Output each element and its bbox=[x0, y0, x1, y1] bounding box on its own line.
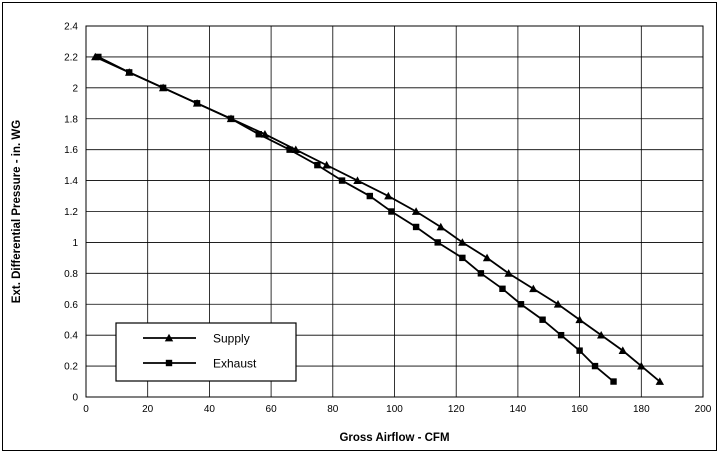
exhaust-point bbox=[412, 223, 420, 231]
y-tick-label: 2 bbox=[72, 83, 78, 94]
y-tick-label: 1 bbox=[72, 238, 78, 249]
y-tick-label: 1.6 bbox=[64, 145, 78, 156]
supply-point bbox=[575, 315, 584, 324]
y-axis-ticks: 0 0.2 0.4 0.6 0.8 1 1.2 1.4 1.6 1.8 2 2.2 2.4 bbox=[64, 22, 78, 404]
exhaust-point bbox=[610, 378, 617, 385]
x-tick-label: 120 bbox=[448, 404, 465, 415]
x-tick-label: 100 bbox=[386, 404, 403, 415]
plot-area bbox=[85, 25, 704, 398]
x-tick-label: 180 bbox=[633, 404, 650, 415]
legend-label-exhaust: Exhaust bbox=[213, 357, 257, 371]
supply-point bbox=[322, 160, 331, 169]
y-tick-label: 1.4 bbox=[64, 176, 78, 187]
supply-point bbox=[637, 361, 646, 370]
exhaust-point bbox=[338, 177, 346, 184]
y-tick-label: 2.2 bbox=[64, 52, 78, 63]
supply-point bbox=[458, 238, 467, 246]
legend-entry-supply: Supply bbox=[143, 332, 250, 346]
supply-point bbox=[482, 253, 492, 262]
y-tick-label: 1.8 bbox=[64, 114, 78, 125]
supply-point bbox=[655, 377, 665, 385]
y-tick-label: 2.4 bbox=[64, 22, 78, 33]
supply-point bbox=[618, 346, 627, 354]
x-tick-label: 140 bbox=[510, 404, 527, 415]
y-tick-label: 0.2 bbox=[64, 362, 78, 373]
exhaust-point bbox=[517, 301, 525, 308]
exhaust-line bbox=[97, 56, 615, 383]
supply-point bbox=[353, 176, 362, 184]
legend-marker-supply bbox=[164, 333, 174, 342]
supply-point bbox=[596, 330, 606, 339]
legend-label-supply: Supply bbox=[213, 332, 250, 346]
x-tick-label: 160 bbox=[571, 404, 588, 415]
exhaust-point bbox=[477, 270, 485, 277]
exhaust-point bbox=[95, 53, 102, 61]
y-tick-label: 0.4 bbox=[64, 331, 78, 342]
x-tick-label: 40 bbox=[204, 404, 216, 415]
x-axis-ticks: 0 20 40 60 80 100 120 140 160 180 200 bbox=[83, 404, 712, 415]
legend-box bbox=[115, 322, 297, 382]
exhaust-point bbox=[499, 285, 506, 292]
legend: Supply Exhaust bbox=[115, 322, 297, 382]
exhaust-point bbox=[125, 69, 133, 76]
x-tick-label: 80 bbox=[327, 404, 339, 415]
exhaust-point bbox=[591, 362, 599, 370]
exhaust-point bbox=[227, 115, 235, 122]
y-axis-title: Ext. Differential Pressure - in. WG bbox=[11, 120, 23, 303]
exhaust-point bbox=[434, 239, 441, 246]
y-tick-label: 0 bbox=[72, 393, 78, 404]
x-axis-title: Gross Airflow - CFM bbox=[339, 432, 449, 444]
x-tick-label: 20 bbox=[142, 404, 154, 415]
supply-point bbox=[384, 191, 393, 200]
legend-marker-exhaust bbox=[165, 359, 173, 367]
y-tick-label: 0.8 bbox=[64, 269, 78, 280]
exhaust-point bbox=[193, 100, 201, 107]
exhaust-point bbox=[459, 254, 466, 262]
supply-point bbox=[553, 300, 563, 308]
exhaust-point bbox=[557, 331, 565, 339]
supply-point bbox=[529, 284, 538, 293]
exhaust-point bbox=[539, 316, 546, 323]
exhaust-point bbox=[255, 131, 262, 138]
exhaust-point bbox=[388, 208, 395, 215]
exhaust-point bbox=[286, 146, 293, 153]
exhaust-point bbox=[576, 347, 583, 354]
legend-entry-exhaust: Exhaust bbox=[143, 357, 257, 371]
y-tick-label: 0.6 bbox=[64, 300, 78, 311]
x-tick-label: 60 bbox=[266, 404, 278, 415]
exhaust-point bbox=[159, 84, 167, 92]
supply-point bbox=[411, 207, 421, 215]
exhaust-point bbox=[314, 161, 321, 169]
series-exhaust bbox=[95, 53, 617, 385]
supply-point bbox=[436, 222, 445, 231]
supply-point bbox=[504, 269, 513, 277]
x-tick-label: 0 bbox=[83, 404, 89, 415]
y-tick-label: 1.2 bbox=[64, 207, 78, 218]
x-tick-label: 200 bbox=[695, 404, 712, 415]
exhaust-point bbox=[366, 192, 374, 200]
series-layer bbox=[91, 52, 665, 385]
legend-entries: Supply Exhaust bbox=[143, 332, 257, 371]
